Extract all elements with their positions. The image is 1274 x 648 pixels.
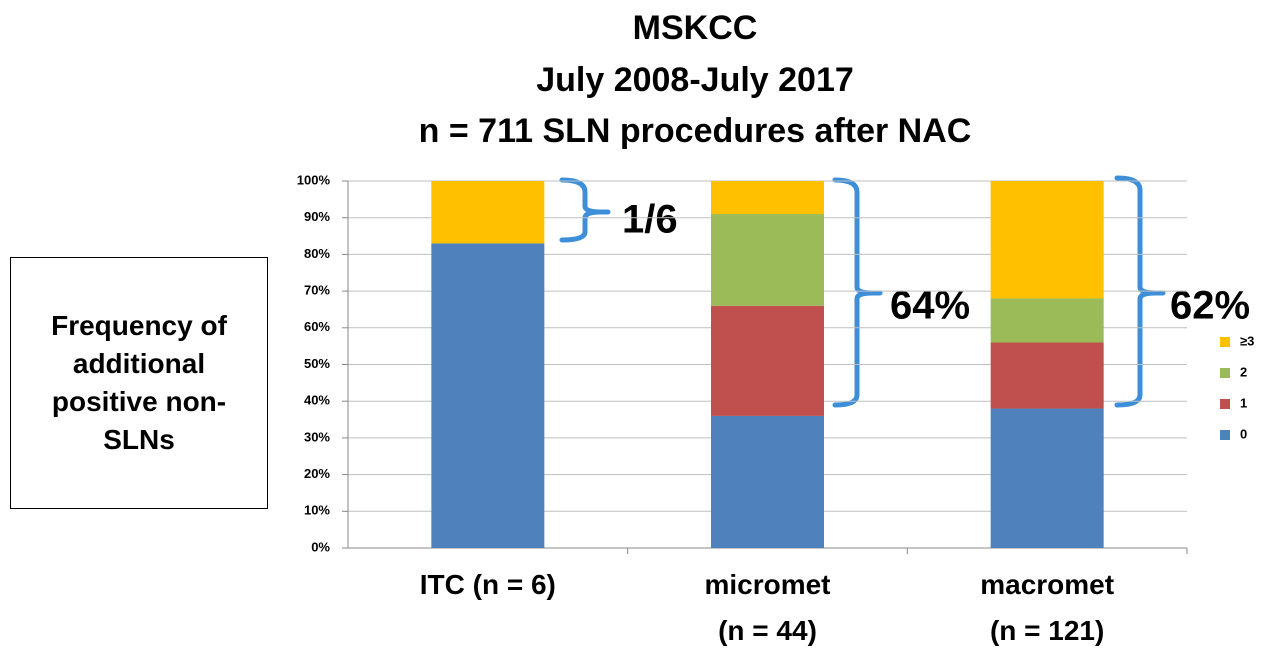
bar-segment (990, 342, 1104, 409)
legend-label: ≥3 (1240, 333, 1254, 348)
x-tick-label: macromet (n = 121) (980, 569, 1115, 646)
chart-title: MSKCC (633, 9, 758, 47)
y-tick-label: 20% (304, 466, 330, 481)
y-tick-label: 0% (311, 539, 330, 554)
bar-segment (990, 181, 1104, 299)
y-axis-label: Frequency of additional positive non-SLN… (10, 257, 268, 509)
y-tick-label: 10% (304, 503, 330, 518)
bar-segment (711, 415, 824, 548)
annotation: 1/6 (622, 198, 678, 242)
legend-label: 2 (1240, 364, 1247, 379)
bar-segment (711, 181, 824, 215)
brace (832, 177, 883, 408)
legend-swatch (1220, 399, 1230, 409)
bar-segment (711, 305, 824, 416)
brace (1114, 175, 1166, 408)
x-tick-label: ITC (n = 6) (419, 569, 556, 600)
annotation: 64% (890, 284, 970, 328)
legend-label: 1 (1240, 395, 1247, 410)
y-tick-label: 70% (304, 283, 330, 298)
y-tick-label: 80% (304, 246, 330, 261)
legend-label: 0 (1240, 426, 1247, 441)
y-tick-label: 90% (304, 209, 330, 224)
y-tick-label: 100% (297, 172, 331, 187)
y-tick-label: 40% (304, 393, 330, 408)
bar-segment (431, 181, 545, 244)
annotation: 62% (1170, 284, 1250, 328)
chart-title: July 2008-July 2017 (536, 61, 854, 99)
legend-swatch (1220, 337, 1230, 347)
chart-title: n = 711 SLN procedures after NAC (419, 112, 972, 150)
brace (559, 177, 611, 243)
bar-segment (990, 408, 1104, 548)
bar-segment (990, 298, 1104, 343)
legend-swatch (1220, 430, 1230, 440)
y-tick-label: 60% (304, 319, 330, 334)
y-tick-label: 30% (304, 429, 330, 444)
x-tick-label: micromet (n = 44) (704, 569, 831, 646)
y-tick-label: 50% (304, 356, 330, 371)
bar-segment (711, 214, 824, 306)
bar-segment (431, 243, 545, 548)
legend-swatch (1220, 368, 1230, 378)
